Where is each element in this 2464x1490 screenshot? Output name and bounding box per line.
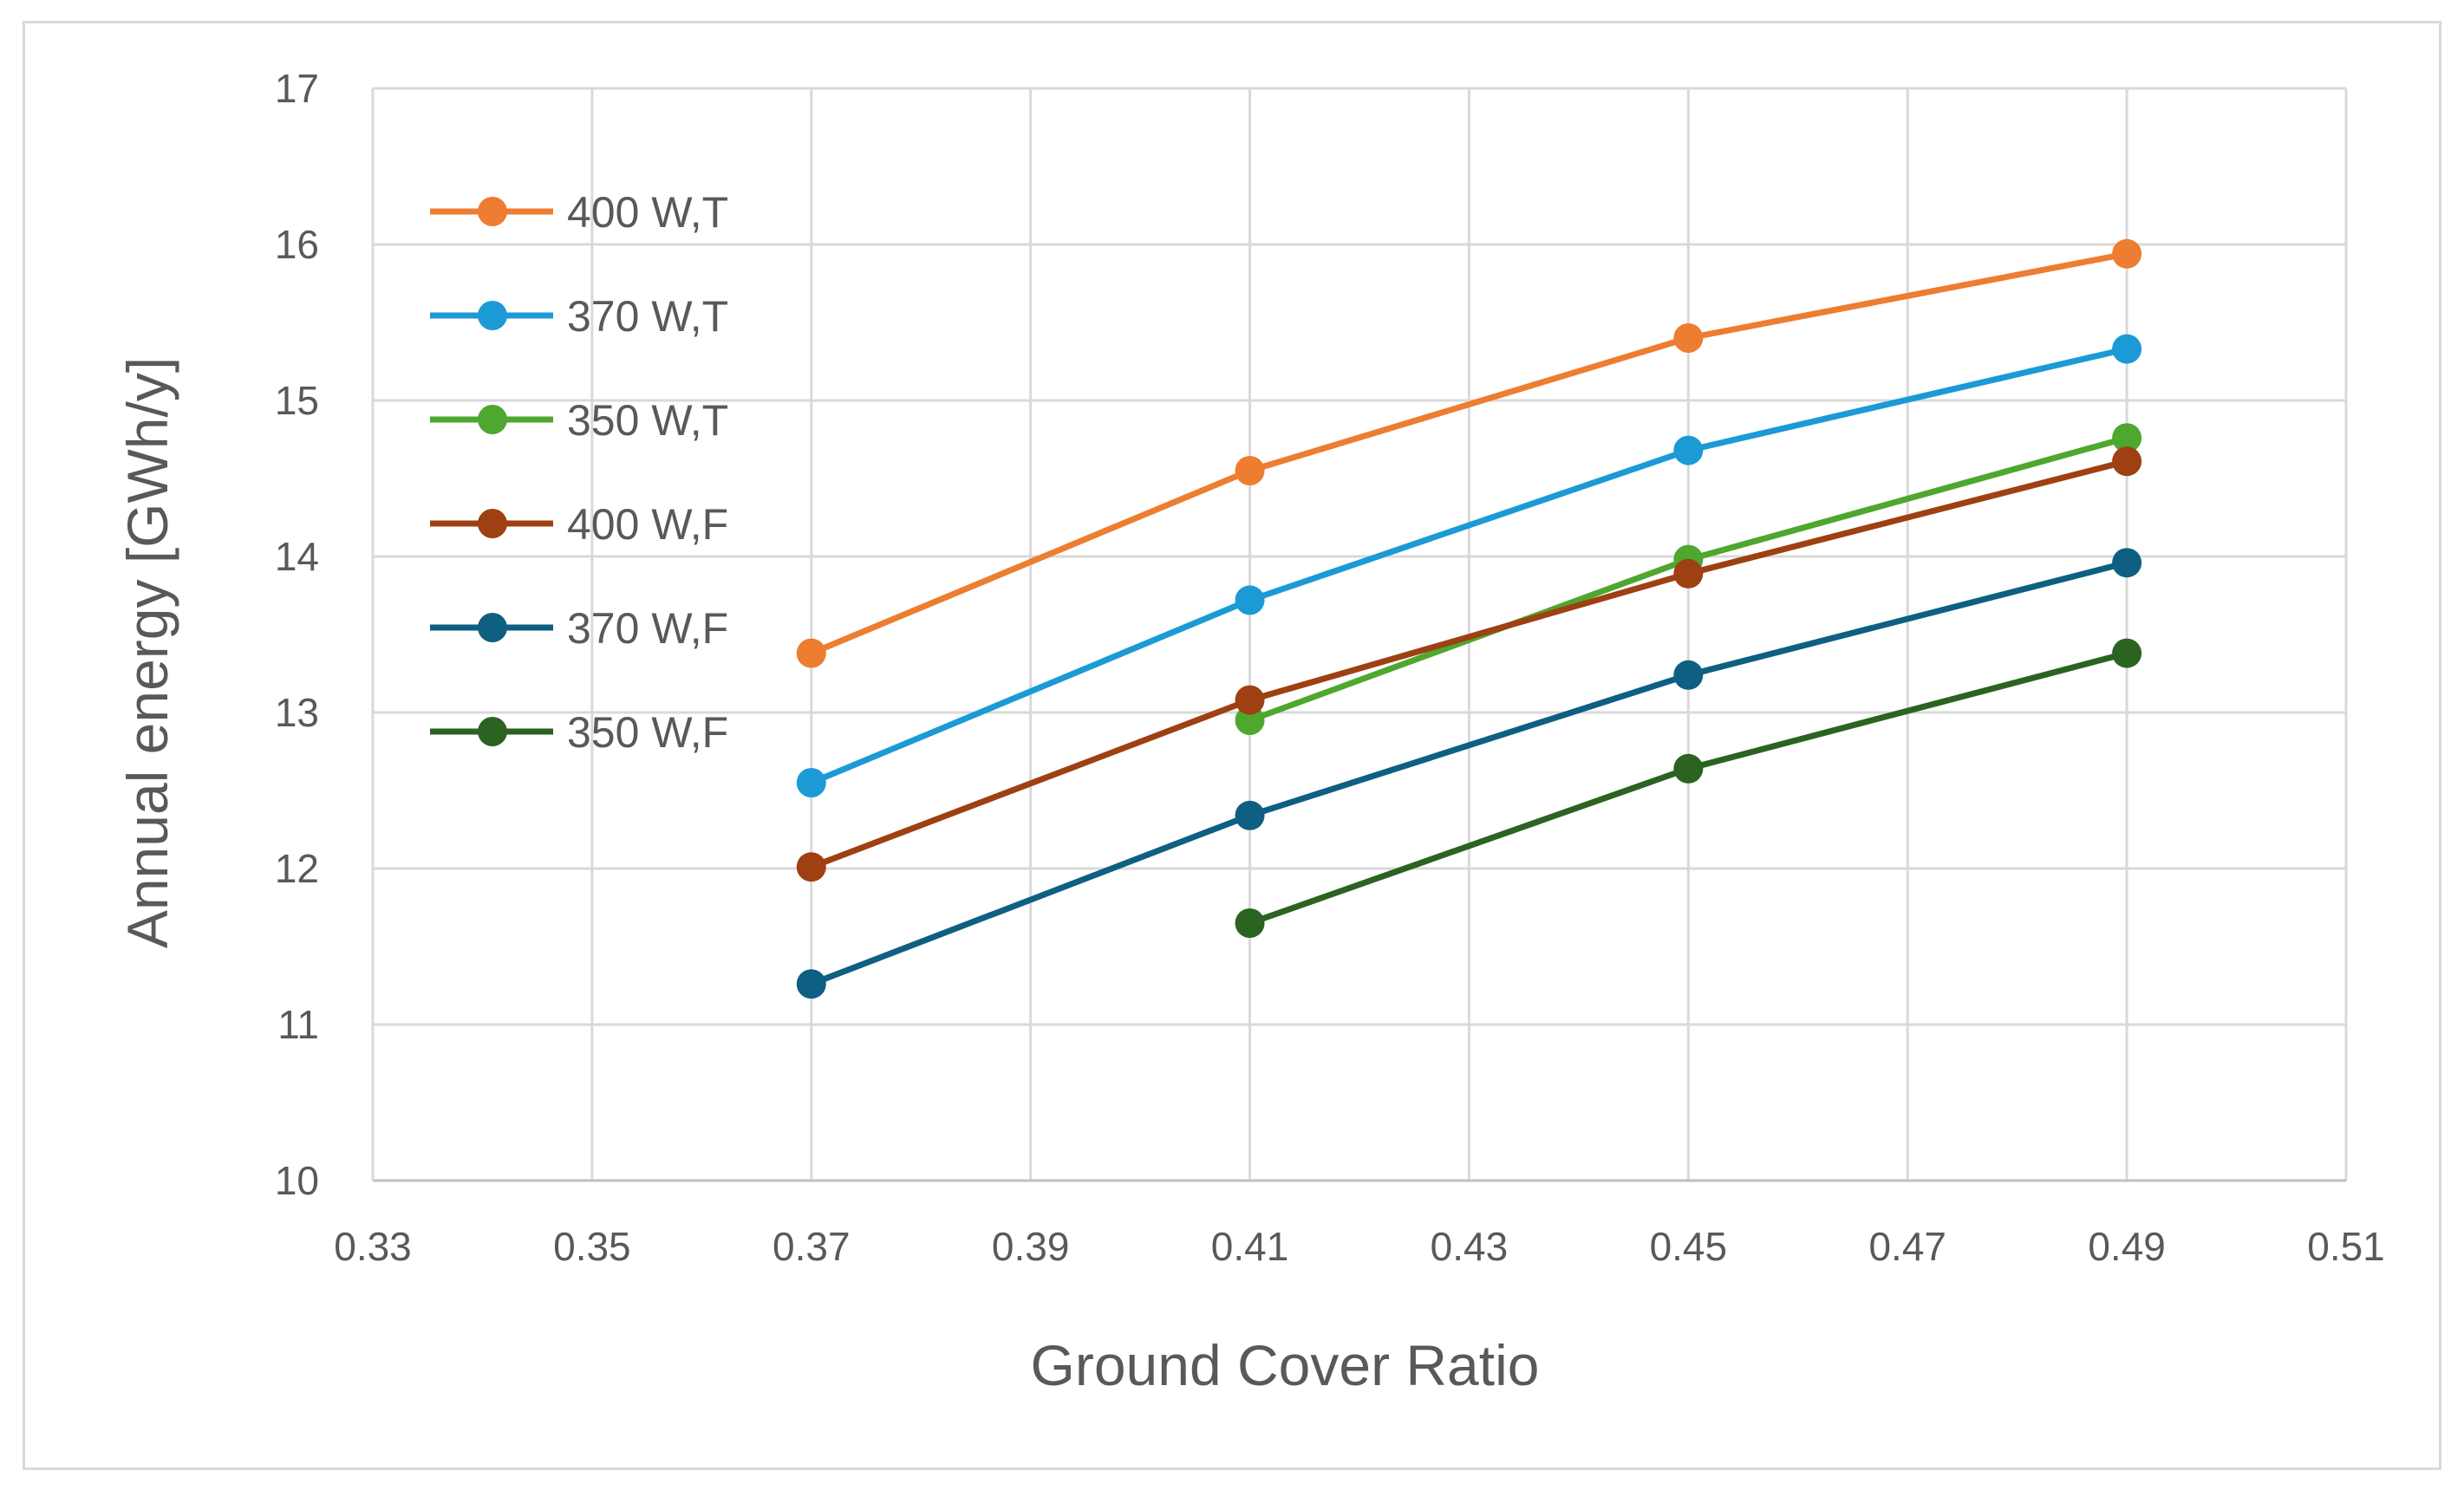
- data-point: [796, 969, 826, 999]
- data-point: [2112, 548, 2142, 578]
- series-line-1: [808, 346, 2130, 786]
- x-tick-label: 0.51: [2307, 1224, 2385, 1269]
- data-point: [1235, 908, 1265, 938]
- legend-marker: [478, 301, 507, 330]
- x-tick-label: 0.47: [1868, 1224, 1946, 1269]
- x-tick-label: 0.45: [1650, 1224, 1728, 1269]
- y-axis-title: Annual energy [GWh/y]: [115, 357, 179, 948]
- data-point: [796, 638, 826, 668]
- legend-label: 350 W,T: [567, 396, 728, 445]
- legend-marker: [478, 717, 507, 746]
- data-point: [2112, 446, 2142, 477]
- legend-item: 400 W,F: [430, 500, 728, 549]
- x-tick-label: 0.37: [772, 1224, 851, 1269]
- axes: 0.33 0.35 0.37 0.39 0.41 0.43 0.45 0.47 0.49 0.51…: [275, 66, 2385, 1269]
- data-point: [2112, 423, 2142, 453]
- data-point: [796, 768, 826, 797]
- legend-marker: [478, 613, 507, 642]
- legend-label: 350 W,F: [567, 708, 728, 757]
- legend-label: 370 W,F: [567, 604, 728, 653]
- legend-marker: [478, 405, 507, 434]
- series-line-4: [808, 559, 2130, 987]
- legend-label: 400 W,T: [567, 188, 728, 237]
- y-tick-label: 15: [275, 378, 319, 423]
- y-tick-label: 10: [275, 1158, 319, 1203]
- legend-label: 370 W,T: [567, 292, 728, 341]
- data-point: [1673, 558, 1704, 589]
- data-point: [1673, 435, 1704, 465]
- x-tick-label: 0.49: [2088, 1224, 2166, 1269]
- x-tick-label: 0.33: [334, 1224, 412, 1269]
- data-point: [1673, 753, 1704, 784]
- data-point: [2112, 334, 2142, 364]
- legend: 400 W,T 370 W,T 350 W,T 400 W,F 370 W,F 350 W…: [430, 188, 728, 757]
- y-tick-label: 12: [275, 846, 319, 891]
- x-tick-label: 0.39: [992, 1224, 1070, 1269]
- data-point: [2112, 238, 2142, 269]
- y-tick-label: 13: [275, 690, 319, 735]
- legend-item: 350 W,T: [430, 396, 728, 445]
- legend-marker: [478, 197, 507, 226]
- series-line-3: [808, 458, 2130, 870]
- x-axis-title: Ground Cover Ratio: [1031, 1333, 1540, 1397]
- chart-frame: [23, 21, 2441, 1470]
- legend-item: 370 W,F: [430, 604, 728, 653]
- x-tick-label: 0.43: [1431, 1224, 1509, 1269]
- data-point: [1235, 685, 1265, 715]
- y-tick-label: 11: [277, 1002, 319, 1047]
- x-tick-label: 0.41: [1211, 1224, 1289, 1269]
- series-points: [796, 238, 2142, 999]
- legend-marker: [478, 509, 507, 538]
- legend-item: 400 W,T: [430, 188, 728, 237]
- y-tick-label: 16: [275, 222, 319, 267]
- data-point: [1235, 585, 1265, 615]
- data-point: [1673, 660, 1704, 690]
- data-point: [1235, 706, 1265, 735]
- data-point: [796, 852, 826, 882]
- x-tick-label: 0.35: [553, 1224, 631, 1269]
- y-tick-label: 14: [275, 534, 319, 579]
- legend-item: 370 W,T: [430, 292, 728, 341]
- data-point: [1235, 800, 1265, 830]
- series-line-0: [808, 251, 2130, 657]
- legend-item: 350 W,F: [430, 708, 728, 757]
- legend-label: 400 W,F: [567, 500, 728, 549]
- data-point: [2112, 638, 2142, 668]
- y-tick-label: 17: [275, 66, 319, 111]
- data-point: [1235, 456, 1265, 485]
- data-point: [1673, 323, 1704, 353]
